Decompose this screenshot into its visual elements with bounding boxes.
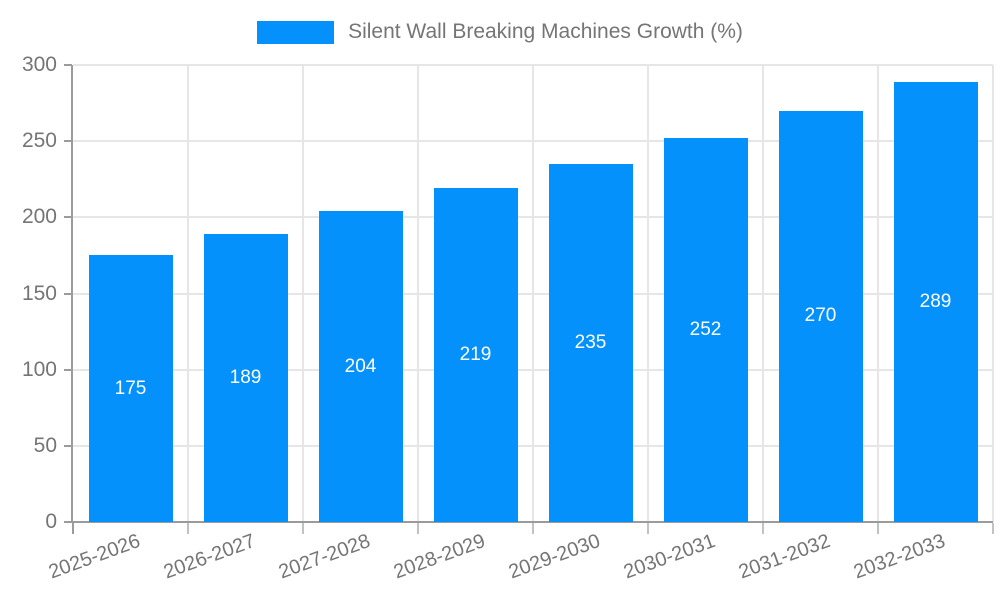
x-tick-mark bbox=[72, 523, 74, 534]
y-tick-label: 300 bbox=[21, 53, 57, 76]
gridline-vertical bbox=[877, 65, 879, 522]
x-tick-mark bbox=[187, 523, 189, 534]
x-tick-mark bbox=[302, 523, 304, 534]
y-tick-label: 50 bbox=[33, 433, 57, 457]
x-tick-mark bbox=[877, 523, 879, 534]
y-axis-line bbox=[71, 65, 73, 522]
bar bbox=[203, 234, 288, 522]
y-tick-label: 100 bbox=[21, 357, 57, 381]
gridline-vertical bbox=[762, 65, 764, 522]
x-tick-label: 2028-2029 bbox=[390, 530, 489, 584]
x-tick-mark bbox=[417, 523, 419, 534]
y-tick-mark bbox=[64, 521, 72, 523]
bar bbox=[778, 110, 863, 522]
x-tick-label: 2031-2032 bbox=[735, 530, 834, 584]
bar bbox=[318, 211, 403, 522]
x-tick-label: 2032-2033 bbox=[850, 530, 949, 584]
y-tick-mark bbox=[64, 292, 72, 295]
bar-value-label: 252 bbox=[689, 319, 722, 341]
bar-value-label: 289 bbox=[919, 290, 952, 312]
gridline-vertical bbox=[302, 65, 304, 522]
y-tick-mark bbox=[64, 368, 72, 371]
y-tick-mark bbox=[64, 140, 72, 143]
x-tick-label: 2027-2028 bbox=[275, 530, 374, 584]
bar-value-label: 175 bbox=[114, 377, 147, 399]
y-tick-label: 150 bbox=[21, 281, 57, 305]
x-tick-label: 2030-2031 bbox=[620, 530, 719, 584]
bar-value-label: 219 bbox=[459, 344, 492, 366]
x-tick-mark bbox=[532, 523, 534, 534]
gridline-vertical bbox=[187, 65, 189, 522]
bar bbox=[548, 164, 633, 522]
bar bbox=[433, 188, 518, 522]
gridline-vertical bbox=[532, 65, 534, 522]
gridline-vertical bbox=[417, 65, 419, 522]
bar bbox=[88, 255, 173, 522]
legend-item[interactable]: Silent Wall Breaking Machines Growth (%) bbox=[257, 20, 743, 44]
x-tick-label: 2026-2027 bbox=[160, 530, 259, 584]
x-tick-mark bbox=[992, 523, 994, 534]
x-tick-label: 2029-2030 bbox=[505, 530, 604, 584]
y-tick-mark bbox=[64, 444, 72, 447]
gridline-vertical bbox=[647, 65, 649, 522]
gridline-vertical bbox=[992, 65, 994, 522]
y-tick-label: 250 bbox=[21, 129, 57, 153]
legend-label: Silent Wall Breaking Machines Growth (%) bbox=[348, 20, 743, 43]
y-tick-mark bbox=[64, 216, 72, 219]
bar-value-label: 270 bbox=[804, 305, 837, 327]
x-tick-mark bbox=[647, 523, 649, 534]
bar-value-label: 189 bbox=[229, 367, 262, 389]
bar bbox=[893, 81, 978, 522]
y-tick-label: 200 bbox=[21, 205, 57, 229]
x-tick-mark bbox=[762, 523, 764, 534]
legend-swatch bbox=[257, 20, 335, 44]
y-tick-label: 0 bbox=[45, 510, 57, 533]
bar-value-label: 204 bbox=[344, 355, 377, 377]
x-tick-label: 2025-2026 bbox=[45, 530, 144, 584]
bar bbox=[663, 138, 748, 522]
x-axis-line bbox=[71, 521, 993, 523]
bar-value-label: 235 bbox=[574, 332, 607, 353]
chart-legend: Silent Wall Breaking Machines Growth (%) bbox=[0, 20, 1000, 44]
y-tick-mark bbox=[64, 64, 72, 66]
